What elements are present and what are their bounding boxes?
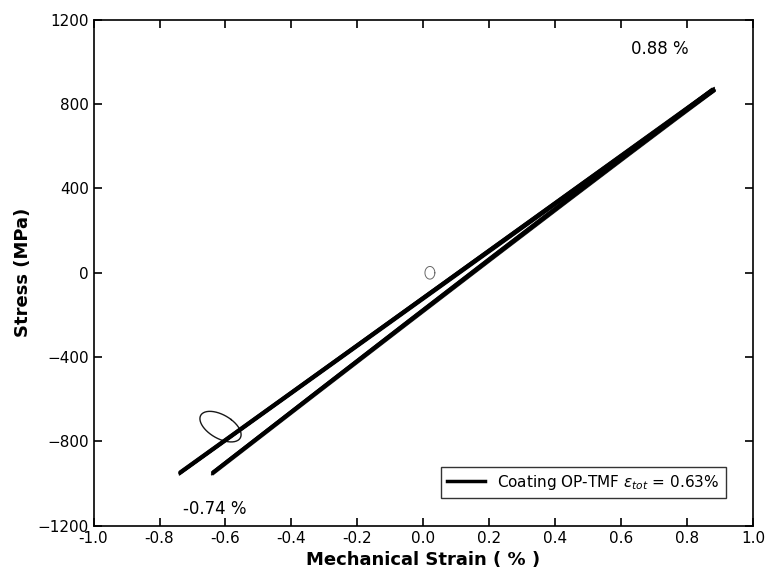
Coating OP-TMF $\varepsilon_{tot}$ = 0.63% — [467, 259, 477, 266]
Line: Coating OP-TMF $\varepsilon_{tot}$ = 0.63%: Coating OP-TMF $\varepsilon_{tot}$ = 0.6… — [179, 89, 714, 473]
Coating OP-TMF $\varepsilon_{tot}$ = 0.63% — [352, 342, 361, 349]
Coating OP-TMF $\varepsilon_{tot}$ = 0.63% — [394, 312, 404, 319]
Legend: Coating OP-TMF $\varepsilon_{tot}$ = 0.63%: Coating OP-TMF $\varepsilon_{tot}$ = 0.6… — [441, 466, 725, 498]
Coating OP-TMF $\varepsilon_{tot}$ = 0.63% — [615, 154, 624, 161]
Coating OP-TMF $\varepsilon_{tot}$ = 0.63% — [709, 86, 718, 93]
Text: -0.74 %: -0.74 % — [182, 500, 246, 518]
Coating OP-TMF $\varepsilon_{tot}$ = 0.63% — [174, 469, 184, 476]
X-axis label: Mechanical Strain ( % ): Mechanical Strain ( % ) — [306, 551, 541, 569]
Y-axis label: Stress (MPa): Stress (MPa) — [14, 208, 32, 338]
Text: 0.88 %: 0.88 % — [631, 40, 689, 58]
Coating OP-TMF $\varepsilon_{tot}$ = 0.63% — [307, 375, 316, 382]
Coating OP-TMF $\varepsilon_{tot}$ = 0.63% — [572, 185, 581, 192]
